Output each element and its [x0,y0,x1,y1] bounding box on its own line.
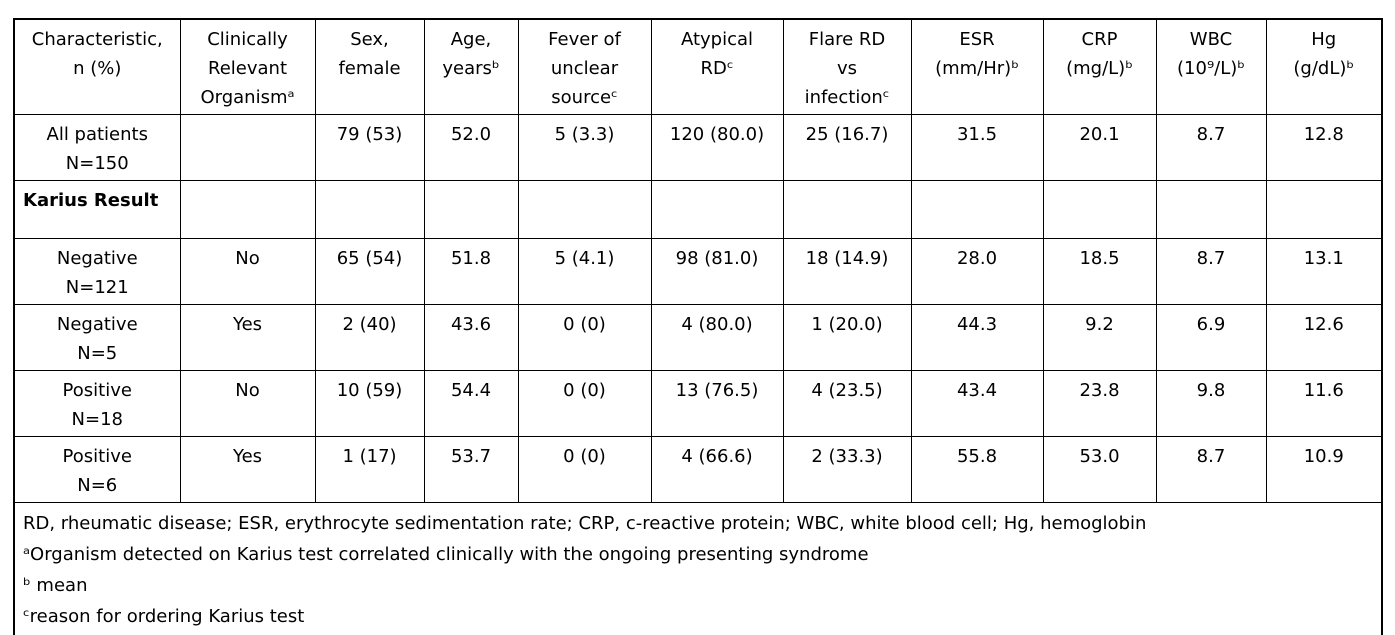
data-cell: 8.7 [1155,436,1267,503]
footnote-cell: RD, rheumatic disease; ESR, erythrocyte … [13,502,1383,635]
table-row-all-patients: All patients N=150 79 (53) 52.0 5 (3.3) … [13,114,1383,181]
table-row-negative-5: Negative N=5 Yes 2 (40) 43.6 0 (0) 4 (80… [13,304,1383,371]
row-label-all-patients: All patients N=150 [13,114,181,181]
table-row-positive-18: Positive N=18 No 10 (59) 54.4 0 (0) 13 (… [13,370,1383,437]
data-cell: 8.7 [1155,114,1267,181]
data-cell: 0 (0) [517,370,652,437]
table-header-row: Characteristic, n (%) Clinically Relevan… [13,18,1383,115]
data-cell: 11.6 [1265,370,1383,437]
data-cell: 2 (33.3) [782,436,912,503]
data-cell: 8.7 [1155,238,1267,305]
col-header-esr: ESR (mm/Hr)ᵇ [910,18,1044,115]
data-cell: 1 (17) [314,436,425,503]
table-row-positive-6: Positive N=6 Yes 1 (17) 53.7 0 (0) 4 (66… [13,436,1383,503]
row-label-positive-6: Positive N=6 [13,436,181,503]
data-cell: 65 (54) [314,238,425,305]
col-header-organism: Clinically Relevant Organismᵃ [179,18,316,115]
table-row-karius-result: Karius Result [13,180,1383,239]
row-label-negative-5: Negative N=5 [13,304,181,371]
data-cell: 53.0 [1042,436,1157,503]
data-cell: 4 (80.0) [650,304,784,371]
data-cell: 79 (53) [314,114,425,181]
data-cell: 9.2 [1042,304,1157,371]
characteristics-table: Characteristic, n (%) Clinically Relevan… [13,18,1383,635]
col-header-flare-rd: Flare RD vs infectionᶜ [782,18,912,115]
data-cell: 9.8 [1155,370,1267,437]
data-cell: 13.1 [1265,238,1383,305]
data-cell: Yes [179,436,316,503]
data-cell: 10.9 [1265,436,1383,503]
data-cell: 43.4 [910,370,1044,437]
col-header-crp: CRP (mg/L)ᵇ [1042,18,1157,115]
col-header-characteristic: Characteristic, n (%) [13,18,181,115]
data-cell: 4 (23.5) [782,370,912,437]
data-cell [423,180,519,239]
col-header-atypical-rd: Atypical RDᶜ [650,18,784,115]
data-cell [1042,180,1157,239]
data-cell: 0 (0) [517,304,652,371]
row-label-karius-result: Karius Result [13,180,181,239]
row-label-negative-121: Negative N=121 [13,238,181,305]
col-header-hg: Hg (g/dL)ᵇ [1265,18,1383,115]
col-header-sex: Sex, female [314,18,425,115]
data-cell: 10 (59) [314,370,425,437]
data-cell: 18.5 [1042,238,1157,305]
col-header-wbc: WBC (10⁹/L)ᵇ [1155,18,1267,115]
col-header-age: Age, yearsᵇ [423,18,519,115]
data-cell: 18 (14.9) [782,238,912,305]
data-cell [1155,180,1267,239]
data-cell [782,180,912,239]
table-row-negative-121: Negative N=121 No 65 (54) 51.8 5 (4.1) 9… [13,238,1383,305]
data-cell: 5 (4.1) [517,238,652,305]
data-cell: 12.6 [1265,304,1383,371]
data-cell: 51.8 [423,238,519,305]
data-cell: 120 (80.0) [650,114,784,181]
data-cell: 54.4 [423,370,519,437]
data-cell: No [179,238,316,305]
data-cell: 1 (20.0) [782,304,912,371]
data-cell: Yes [179,304,316,371]
row-label-positive-18: Positive N=18 [13,370,181,437]
data-cell: 52.0 [423,114,519,181]
data-cell: 4 (66.6) [650,436,784,503]
data-cell [314,180,425,239]
data-cell: No [179,370,316,437]
data-cell: 6.9 [1155,304,1267,371]
data-cell: 55.8 [910,436,1044,503]
data-cell [650,180,784,239]
data-cell: 98 (81.0) [650,238,784,305]
data-cell: 28.0 [910,238,1044,305]
data-cell: 44.3 [910,304,1044,371]
footnote-b: ᵇ mean [23,575,88,596]
table-footnote-row: RD, rheumatic disease; ESR, erythrocyte … [13,502,1383,635]
data-cell: 13 (76.5) [650,370,784,437]
col-header-fever: Fever of unclear sourceᶜ [517,18,652,115]
footnote-c: ᶜreason for ordering Karius test [23,606,305,627]
footnote-a: ᵃOrganism detected on Karius test correl… [23,544,869,565]
data-cell [1265,180,1383,239]
data-cell: 31.5 [910,114,1044,181]
data-cell: 0 (0) [517,436,652,503]
data-cell: 23.8 [1042,370,1157,437]
data-cell: 5 (3.3) [517,114,652,181]
data-cell: 2 (40) [314,304,425,371]
data-cell: 25 (16.7) [782,114,912,181]
data-cell: 20.1 [1042,114,1157,181]
data-cell [517,180,652,239]
data-cell: 43.6 [423,304,519,371]
data-cell [179,114,316,181]
data-cell [179,180,316,239]
data-cell: 53.7 [423,436,519,503]
data-cell: 12.8 [1265,114,1383,181]
footnote-abbreviations: RD, rheumatic disease; ESR, erythrocyte … [23,513,1147,534]
data-cell [910,180,1044,239]
